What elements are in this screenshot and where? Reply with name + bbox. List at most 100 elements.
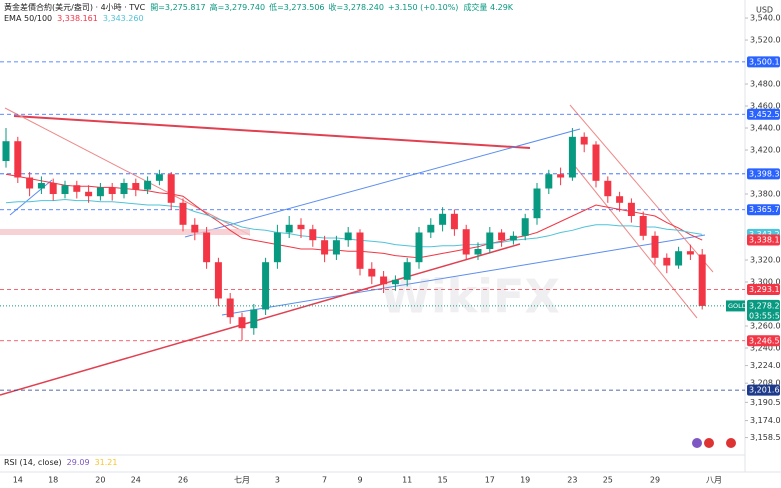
x-tick-label: 11: [402, 476, 412, 485]
candle-body: [521, 218, 529, 236]
ema-value: 3,338.161: [57, 14, 98, 23]
ohlc: 開=3,275.817 高=3,279.740 低=3,273.506 收=3,278…: [150, 3, 458, 13]
candle-body: [568, 136, 576, 178]
candle-body: [61, 185, 69, 195]
candle-body: [403, 262, 411, 280]
candle-body: [96, 187, 104, 197]
level-label-box: [747, 384, 780, 396]
currency: USD: [756, 6, 773, 15]
level-label: 3,500.120: [749, 57, 781, 66]
ohlc-item: +3.150 (+0.10%): [387, 3, 459, 12]
candle-body: [675, 251, 683, 266]
candle-body: [167, 174, 175, 203]
x-tick-label: 25: [603, 476, 613, 485]
level-label-box: [747, 56, 780, 68]
trend-line: [13, 115, 531, 149]
x-tick-label: 14: [13, 476, 23, 485]
y-tick-label: 3,460.000: [750, 102, 781, 111]
candle-body: [427, 224, 435, 233]
candle-body: [486, 232, 494, 250]
ema-line: [5, 199, 703, 248]
x-tick-label: 3: [275, 476, 280, 485]
candle-body: [132, 183, 140, 190]
symbol: 黃金差價合約(美元/盎司) · 4小時 · TVC: [4, 3, 146, 12]
ohlc-item: 低=3,273.506: [269, 3, 325, 12]
candle-body: [474, 249, 482, 255]
x-tick-label: 七月: [234, 476, 250, 485]
ohlc-item: 開=3,275.817: [150, 3, 206, 12]
candle-body: [344, 232, 352, 241]
candle-body: [356, 232, 364, 269]
rsi-value: 29.09: [66, 458, 90, 467]
drawings: [0, 104, 714, 396]
candle-body: [226, 298, 234, 318]
ema-line: [5, 173, 703, 259]
x-tick-label: 17: [485, 476, 495, 485]
y-tick-label: 3,260.000: [750, 321, 781, 330]
last-price-box: [747, 299, 780, 321]
rsi-title: RSI (14, close): [4, 458, 62, 467]
ohlc-item: 高=3,279.740: [209, 3, 266, 12]
candle-body: [191, 224, 199, 233]
level-label-box: [747, 168, 780, 180]
y-tick-label: 3,224.000: [750, 361, 781, 370]
candle-body: [250, 309, 258, 329]
candle-body: [604, 180, 612, 197]
candle-body: [380, 276, 388, 285]
candle-body: [450, 213, 458, 230]
candle-body: [26, 177, 34, 189]
x-tick-label: 26: [178, 476, 188, 485]
channel-line: [184, 128, 581, 238]
candle-body: [545, 174, 553, 189]
level-label-box: [747, 234, 780, 246]
candle-body: [509, 235, 517, 241]
level-label: 3,398.350: [749, 169, 781, 178]
candle-body: [462, 229, 470, 255]
y-tick-label: 3,540.000: [750, 14, 781, 23]
level-label-box: [747, 335, 780, 347]
candle-body: [592, 144, 600, 181]
candle-body: [698, 254, 706, 306]
level-label: 3,338.161: [749, 236, 781, 245]
candle-body: [238, 317, 246, 329]
ohlc-item: 收=3,278.240: [328, 3, 384, 12]
candle-body: [580, 136, 588, 145]
channel-line: [569, 159, 698, 319]
level-label: 3,293.198: [749, 285, 781, 294]
y-tick-label: 3,240.000: [750, 343, 781, 352]
candle-body: [203, 232, 211, 263]
candle-body: [368, 268, 376, 277]
candle-body: [108, 187, 116, 195]
level-label-box: [747, 283, 780, 295]
level-label: 3,246.550: [749, 336, 781, 345]
y-tick-label: 3,300.000: [750, 277, 781, 286]
candle-body: [49, 183, 57, 195]
candle-body: [309, 229, 317, 241]
trend-line: [4, 107, 251, 236]
candle-body: [557, 174, 565, 178]
candle-body: [663, 257, 671, 266]
volume: 成交量 4.29K: [463, 3, 514, 12]
y-tick-label: 3,320.000: [750, 256, 781, 265]
level-label-box: [747, 108, 780, 120]
icon: [726, 438, 736, 448]
trend-line: [9, 179, 53, 216]
candle-body: [498, 232, 506, 241]
x-tick-label: 24: [131, 476, 141, 485]
candle-body: [73, 185, 81, 192]
candle-body: [214, 262, 222, 299]
channel-line: [569, 104, 714, 273]
candle-body: [285, 224, 293, 233]
y-tick-label: 3,420.000: [750, 146, 781, 155]
candle-body: [391, 279, 399, 285]
level-label-box: [747, 204, 780, 216]
countdown: 03:55:56: [749, 311, 781, 320]
candle-body: [651, 235, 659, 258]
y-tick-label: 3,174.000: [750, 416, 781, 425]
icons: [692, 438, 736, 448]
rsi-legend: RSI (14, close) 29.09 31.21: [4, 458, 117, 468]
x-tick-label: 19: [520, 476, 530, 485]
channel-line: [221, 234, 706, 316]
candle-body: [686, 251, 694, 255]
x-tick-label: 29: [650, 476, 660, 485]
